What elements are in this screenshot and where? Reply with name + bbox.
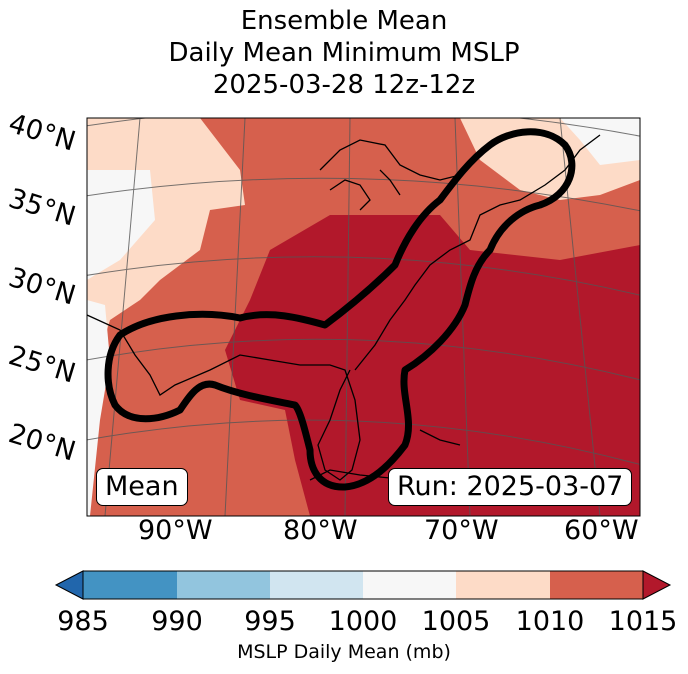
title-line-2: Daily Mean Minimum MSLP [168, 38, 520, 68]
colorbar-bin-1000 [363, 571, 456, 599]
cb-tick-985: 985 [57, 606, 109, 637]
mslp-contour [104, 128, 576, 491]
lon-label-60: 60°W [564, 515, 639, 546]
lon-label-80: 80°W [283, 515, 358, 546]
colorbar-bin-1010 [550, 571, 643, 599]
cb-tick-995: 995 [244, 606, 296, 637]
title-line-3: 2025-03-28 12z-12z [212, 70, 476, 100]
cb-tick-1000: 1000 [328, 606, 398, 637]
pressure-1000-1005 [87, 170, 155, 280]
pressure-1010-1015 [87, 118, 640, 516]
cb-tick-1005: 1005 [421, 606, 491, 637]
cb-tick-990: 990 [151, 606, 203, 637]
colorbar-frame [82, 570, 644, 600]
colorbar-high-extend [642, 570, 672, 600]
cb-tick-1015: 1015 [608, 606, 678, 637]
lon-label-70: 70°W [424, 515, 499, 546]
run-date-box: Run: 2025-03-07 [388, 468, 633, 506]
graticule [87, 118, 640, 516]
mean-box: Mean [96, 468, 188, 506]
colorbar-low-extend [54, 570, 84, 600]
pressure-1000-1005-ne [560, 118, 640, 165]
lon-label-90: 90°W [138, 515, 213, 546]
colorbar-label: MSLP Daily Mean (mb) [237, 641, 451, 663]
colorbar-bin-990 [177, 571, 270, 599]
cb-tick-1010: 1010 [515, 606, 585, 637]
colorbar-bin-995 [270, 571, 363, 599]
title-line-1: Ensemble Mean [240, 6, 448, 36]
map-border [86, 117, 641, 517]
colorbar-bin-985 [83, 571, 177, 599]
colorbar-bin-1005 [456, 571, 550, 599]
pressure-1000-1005-sw [87, 300, 110, 516]
